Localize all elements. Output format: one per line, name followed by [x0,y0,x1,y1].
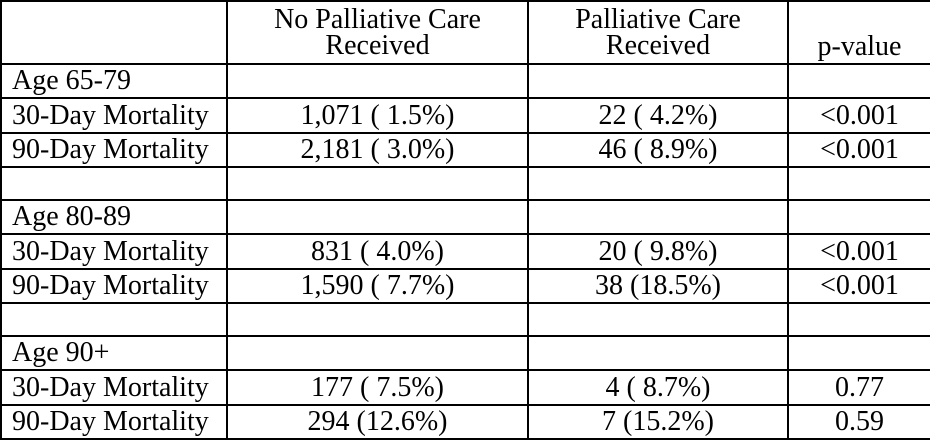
row-label: 90-Day Mortality [0,267,228,304]
palliative-value: 22 ( 4.2%) [527,97,789,134]
row-label: Age 80-89 [0,199,228,236]
row-label: 30-Day Mortality [0,233,228,270]
row-label [0,165,228,202]
p-value [787,301,930,338]
table-row-90day-65-79: 90-Day Mortality 2,181 ( 3.0%) 46 ( 8.9%… [0,131,930,168]
p-value: <0.001 [787,233,930,270]
no-palliative-value [226,335,529,372]
p-value: 0.77 [787,369,930,406]
table-row-age-90-plus: Age 90+ [0,335,930,372]
palliative-value: 4 ( 8.7%) [527,369,789,406]
header-palliative-care-line2: Received [605,29,711,61]
no-palliative-value: 294 (12.6%) [226,403,529,440]
p-value: <0.001 [787,267,930,304]
no-palliative-value [226,165,529,202]
row-label: 30-Day Mortality [0,369,228,406]
table-row-spacer [0,301,930,338]
no-palliative-value: 1,590 ( 7.7%) [226,267,529,304]
p-value [787,165,930,202]
row-label: 90-Day Mortality [0,403,228,440]
row-label: 90-Day Mortality [0,131,228,168]
table-row-90day-80-89: 90-Day Mortality 1,590 ( 7.7%) 38 (18.5%… [0,267,930,304]
no-palliative-value [226,63,529,100]
palliative-value [527,335,789,372]
table-row-age-80-89: Age 80-89 [0,199,930,236]
table-row-30day-90-plus: 30-Day Mortality 177 ( 7.5%) 4 ( 8.7%) 0… [0,369,930,406]
p-value [787,199,930,236]
table-row-90day-90-plus: 90-Day Mortality 294 (12.6%) 7 (15.2%) 0… [0,403,930,440]
p-value [787,335,930,372]
p-value [787,63,930,100]
palliative-value [527,63,789,100]
p-value: <0.001 [787,97,930,134]
row-label: Age 90+ [0,335,228,372]
p-value: 0.59 [787,403,930,440]
header-palliative-care: Palliative Care Received [527,0,789,66]
no-palliative-value [226,199,529,236]
palliative-value: 20 ( 9.8%) [527,233,789,270]
no-palliative-value: 177 ( 7.5%) [226,369,529,406]
no-palliative-value: 1,071 ( 1.5%) [226,97,529,134]
palliative-value [527,301,789,338]
palliative-value [527,199,789,236]
header-no-palliative-care-line1: No Palliative Care [274,3,481,35]
table-row-age-65-79: Age 65-79 [0,63,930,100]
table-row-spacer [0,165,930,202]
table-row-30day-65-79: 30-Day Mortality 1,071 ( 1.5%) 22 ( 4.2%… [0,97,930,134]
row-label [0,301,228,338]
header-palliative-care-line1: Palliative Care [575,3,741,35]
header-no-palliative-care-line2: Received [325,29,430,61]
palliative-value: 7 (15.2%) [527,403,789,440]
row-label: 30-Day Mortality [0,97,228,134]
palliative-value [527,165,789,202]
row-label: Age 65-79 [0,63,228,100]
palliative-value: 46 ( 8.9%) [527,131,789,168]
no-palliative-value: 2,181 ( 3.0%) [226,131,529,168]
header-empty-cell [0,0,228,66]
header-no-palliative-care: No Palliative Care Received [226,0,529,66]
header-p-value: p-value [787,0,930,66]
no-palliative-value [226,301,529,338]
palliative-value: 38 (18.5%) [527,267,789,304]
table-row-30day-80-89: 30-Day Mortality 831 ( 4.0%) 20 ( 9.8%) … [0,233,930,270]
no-palliative-value: 831 ( 4.0%) [226,233,529,270]
p-value: <0.001 [787,131,930,168]
table-header-row: No Palliative Care Received Palliative C… [0,0,930,66]
